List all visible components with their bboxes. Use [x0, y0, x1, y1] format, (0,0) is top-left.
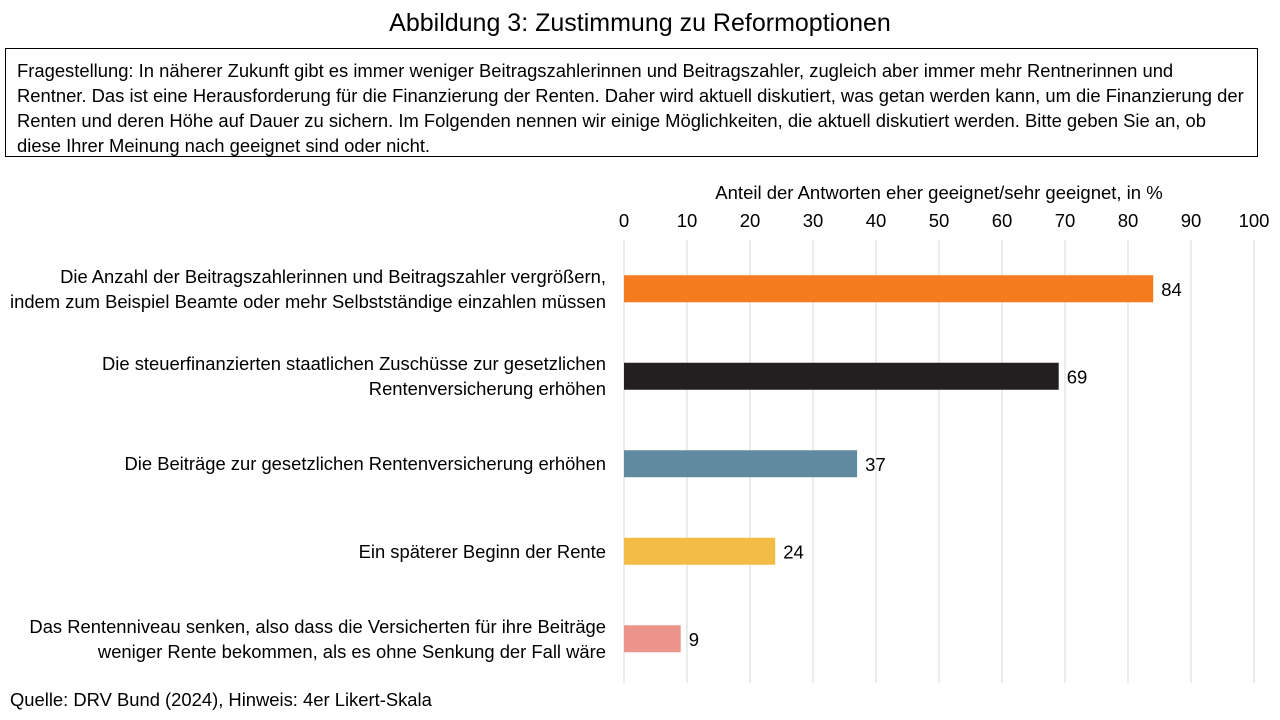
- gridlines: [623, 240, 1255, 683]
- data-labels: 84 69 37 24 9: [689, 279, 1182, 650]
- category-label: Die Beiträge zur gesetzlichen Rentenvers…: [124, 453, 606, 475]
- bar-value-label: 84: [1161, 279, 1182, 300]
- x-tick-label: 0: [619, 210, 629, 231]
- x-tick-label: 70: [1055, 210, 1076, 231]
- category-label: Ein späterer Beginn der Rente: [358, 540, 606, 562]
- bars: [624, 275, 1154, 653]
- x-tick-label: 20: [740, 210, 761, 231]
- source-note: Quelle: DRV Bund (2024), Hinweis: 4er Li…: [10, 689, 432, 710]
- x-tick-label: 90: [1181, 210, 1202, 231]
- x-tick-label: 100: [1239, 210, 1270, 231]
- question-text: Fragestellung: In näherer Zukunft gibt e…: [17, 60, 1244, 156]
- bar-value-label: 69: [1067, 366, 1088, 387]
- bar: [624, 450, 858, 478]
- x-axis-ticks: 0 10 20 30 40 50 60 70 80 90 100: [619, 210, 1270, 231]
- x-tick-label: 50: [929, 210, 950, 231]
- bar: [624, 625, 681, 653]
- category-label: Die steuerfinanzierten staatlichen Zusch…: [102, 353, 606, 400]
- bar: [624, 362, 1059, 390]
- x-tick-label: 40: [866, 210, 887, 231]
- bar-value-label: 24: [783, 541, 804, 562]
- x-tick-label: 10: [677, 210, 698, 231]
- chart-title: Abbildung 3: Zustimmung zu Reformoptione…: [389, 9, 891, 37]
- bar-value-label: 37: [865, 454, 886, 475]
- bar: [624, 537, 776, 565]
- bar: [624, 275, 1154, 303]
- question-box: Fragestellung: In näherer Zukunft gibt e…: [5, 48, 1258, 157]
- x-axis-label: Anteil der Antworten eher geeignet/sehr …: [715, 182, 1162, 203]
- category-label: Die Anzahl der Beitragszahlerinnen und B…: [10, 265, 606, 312]
- category-label: Das Rentenniveau senken, also dass die V…: [29, 615, 606, 662]
- x-tick-label: 60: [992, 210, 1013, 231]
- x-tick-label: 80: [1118, 210, 1139, 231]
- x-tick-label: 30: [803, 210, 824, 231]
- bar-value-label: 9: [689, 629, 699, 650]
